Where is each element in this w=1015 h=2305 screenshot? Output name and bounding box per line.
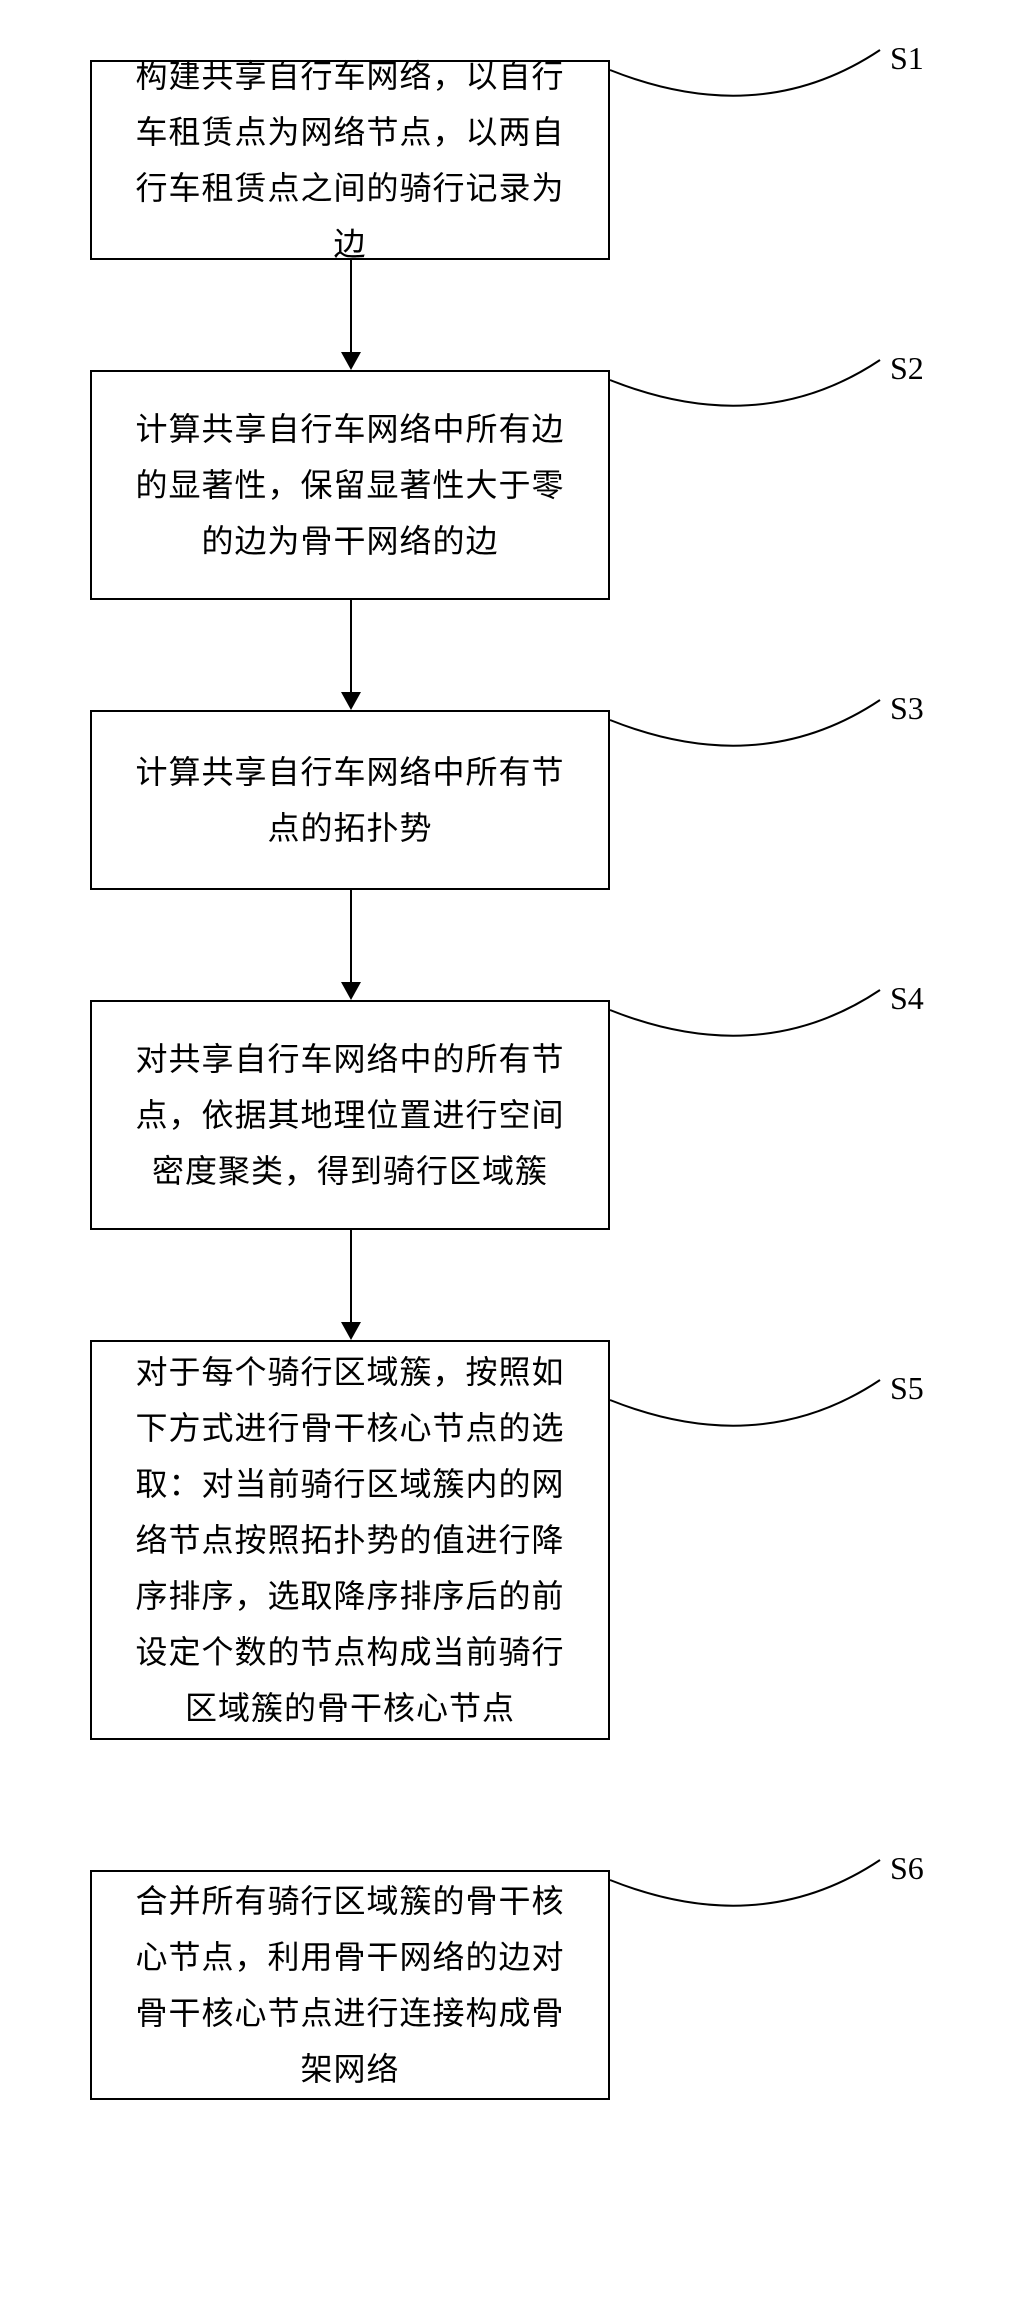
step-box-s5: 对于每个骑行区域簇，按照如下方式进行骨干核心节点的选取：对当前骑行区域簇内的网络… [90,1340,610,1740]
step-label-s1: S1 [890,40,924,77]
step-box-s2: 计算共享自行车网络中所有边的显著性，保留显著性大于零的边为骨干网络的边 [90,370,610,600]
arrow-s2-s3 [350,600,352,708]
step-label-s3: S3 [890,690,924,727]
step-label-s4: S4 [890,980,924,1017]
arrow-s4-s5 [350,1230,352,1338]
step-text-s5: 对于每个骑行区域簇，按照如下方式进行骨干核心节点的选取：对当前骑行区域簇内的网络… [124,1344,576,1736]
step-text-s1: 构建共享自行车网络，以自行车租赁点为网络节点，以两自行车租赁点之间的骑行记录为边 [124,48,576,272]
flowchart-container: 构建共享自行车网络，以自行车租赁点为网络节点，以两自行车租赁点之间的骑行记录为边… [0,0,1015,2305]
step-text-s3: 计算共享自行车网络中所有节点的拓扑势 [124,744,576,856]
step-label-s5: S5 [890,1370,924,1407]
arrow-s3-s4 [350,890,352,998]
step-box-s4: 对共享自行车网络中的所有节点，依据其地理位置进行空间密度聚类，得到骑行区域簇 [90,1000,610,1230]
step-box-s3: 计算共享自行车网络中所有节点的拓扑势 [90,710,610,890]
arrow-s1-s2 [350,260,352,368]
step-label-s6: S6 [890,1850,924,1887]
step-box-s6: 合并所有骑行区域簇的骨干核心节点，利用骨干网络的边对骨干核心节点进行连接构成骨架… [90,1870,610,2100]
step-label-s2: S2 [890,350,924,387]
step-box-s1: 构建共享自行车网络，以自行车租赁点为网络节点，以两自行车租赁点之间的骑行记录为边 [90,60,610,260]
step-text-s2: 计算共享自行车网络中所有边的显著性，保留显著性大于零的边为骨干网络的边 [124,401,576,569]
step-text-s6: 合并所有骑行区域簇的骨干核心节点，利用骨干网络的边对骨干核心节点进行连接构成骨架… [124,1873,576,2097]
step-text-s4: 对共享自行车网络中的所有节点，依据其地理位置进行空间密度聚类，得到骑行区域簇 [124,1031,576,1199]
